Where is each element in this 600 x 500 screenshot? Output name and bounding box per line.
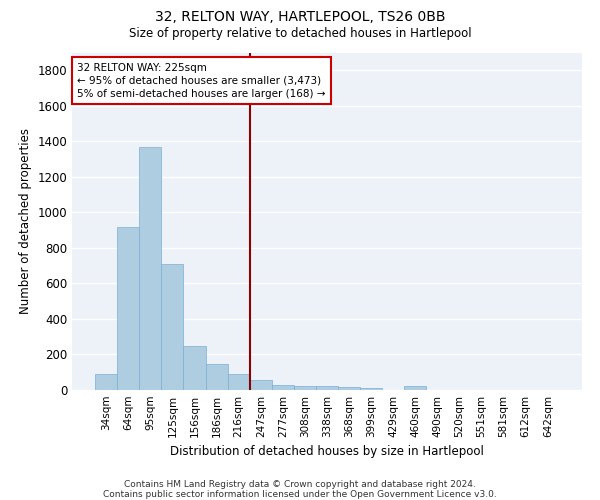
Text: Contains public sector information licensed under the Open Government Licence v3: Contains public sector information licen… [103,490,497,499]
Bar [139,146,161,390]
Bar [338,388,360,390]
Bar [206,364,227,390]
X-axis label: Distribution of detached houses by size in Hartlepool: Distribution of detached houses by size … [170,446,484,458]
Text: 32, RELTON WAY, HARTLEPOOL, TS26 0BB: 32, RELTON WAY, HARTLEPOOL, TS26 0BB [155,10,445,24]
Bar [294,386,316,390]
Bar [117,226,139,390]
Bar [161,264,184,390]
Bar [360,388,382,390]
Text: Size of property relative to detached houses in Hartlepool: Size of property relative to detached ho… [128,28,472,40]
Bar [250,380,272,390]
Text: 32 RELTON WAY: 225sqm
← 95% of detached houses are smaller (3,473)
5% of semi-de: 32 RELTON WAY: 225sqm ← 95% of detached … [77,62,326,99]
Bar [316,386,338,390]
Bar [272,384,294,390]
Bar [184,346,206,390]
Text: Contains HM Land Registry data © Crown copyright and database right 2024.: Contains HM Land Registry data © Crown c… [124,480,476,489]
Bar [404,386,427,390]
Bar [227,374,250,390]
Bar [95,374,117,390]
Y-axis label: Number of detached properties: Number of detached properties [19,128,32,314]
